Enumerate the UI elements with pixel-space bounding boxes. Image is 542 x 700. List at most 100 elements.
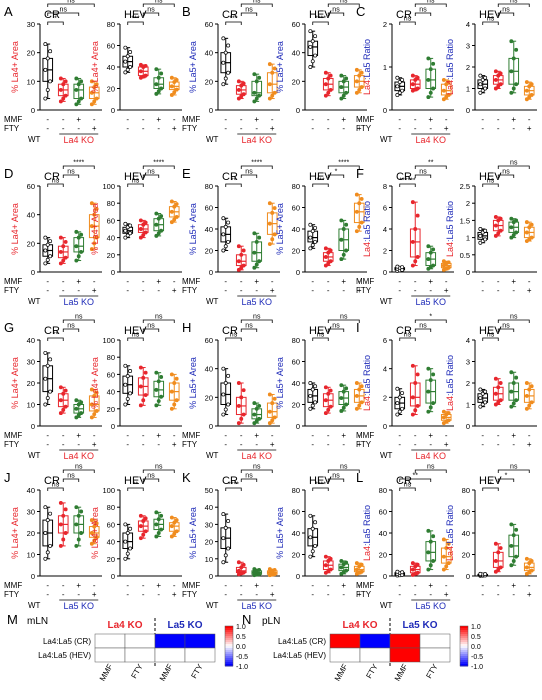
fty-sign: + xyxy=(527,124,532,133)
data-point xyxy=(344,248,349,253)
data-point xyxy=(257,403,262,408)
fty-sign: + xyxy=(92,124,97,133)
mmf-row-label: MMF xyxy=(4,277,22,286)
data-point xyxy=(141,233,146,237)
data-point xyxy=(241,412,246,417)
data-point xyxy=(359,400,364,405)
data-point xyxy=(410,82,415,87)
heatmap-cell xyxy=(94,633,126,649)
sig-bracket xyxy=(399,21,416,25)
mmf-sign: - xyxy=(224,431,227,440)
data-point xyxy=(138,69,143,74)
data-point xyxy=(431,86,436,91)
sig-label: ns xyxy=(60,7,68,14)
y-tick-label: 2 xyxy=(383,247,387,256)
data-point xyxy=(313,543,318,548)
heatmap-row-label: La4:La5 (CR) xyxy=(278,637,326,646)
data-point xyxy=(94,82,99,87)
mmf-sign: - xyxy=(240,115,243,124)
wt-label: WT xyxy=(28,297,41,306)
mmf-sign: + xyxy=(428,277,433,286)
data-point xyxy=(413,77,418,82)
fty-sign: + xyxy=(172,124,177,133)
data-point xyxy=(174,376,179,381)
fty-sign: - xyxy=(62,440,65,449)
condition-label: CR xyxy=(396,475,412,487)
mmf-sign: + xyxy=(254,115,259,124)
data-point xyxy=(272,415,277,420)
y-label-ko: La4 xyxy=(10,533,20,548)
data-point xyxy=(339,383,344,388)
y-tick-label: 0 xyxy=(296,572,300,581)
data-point xyxy=(270,237,275,242)
data-point xyxy=(254,79,259,84)
data-point xyxy=(323,554,328,559)
data-point xyxy=(172,402,177,407)
sig-label: * xyxy=(505,473,508,480)
y-tick-label: 0 xyxy=(466,572,470,581)
data-point xyxy=(431,534,436,539)
data-point xyxy=(310,549,315,554)
colorbar-tick-label: 0.5 xyxy=(471,634,481,641)
colorbar-tick-label: -0.5 xyxy=(236,654,248,661)
data-point xyxy=(493,541,498,546)
y-tick-label: 60 xyxy=(205,336,213,345)
mmf-row-label: MMF xyxy=(356,277,374,286)
mmf-sign: - xyxy=(126,581,129,590)
data-point xyxy=(63,388,68,393)
data-point xyxy=(529,568,534,573)
data-point xyxy=(43,556,48,561)
data-point xyxy=(498,71,503,76)
data-point xyxy=(267,201,272,206)
data-point xyxy=(524,97,529,102)
data-point xyxy=(441,88,446,93)
sig-label: ns xyxy=(253,464,261,471)
data-point xyxy=(511,86,516,91)
data-point xyxy=(400,406,405,411)
y-tick-label: 0 xyxy=(466,268,470,277)
y-label-ko: La4 xyxy=(90,229,100,244)
data-point xyxy=(496,567,501,572)
data-point xyxy=(514,82,519,87)
mmf-sign: - xyxy=(46,115,49,124)
fty-sign: + xyxy=(270,286,275,295)
fty-row-label: FTY xyxy=(356,124,372,133)
y-tick-label: 100 xyxy=(102,486,115,495)
data-point xyxy=(174,398,179,403)
data-point xyxy=(410,200,415,205)
y-tick-label: 1.5 xyxy=(460,216,470,225)
fty-sign: + xyxy=(172,590,177,599)
y-label-ko: La4 xyxy=(362,546,372,561)
data-point xyxy=(174,215,179,219)
mmf-sign: - xyxy=(445,277,448,286)
sig-bracket xyxy=(62,165,95,169)
y-axis-label: % La5+ Area xyxy=(188,357,198,409)
data-point xyxy=(61,513,66,518)
data-point xyxy=(272,572,277,577)
data-point xyxy=(415,255,420,259)
data-point xyxy=(141,222,146,227)
y-tick-label: 60 xyxy=(292,508,300,517)
data-point xyxy=(63,255,68,260)
y-tick-label: 30 xyxy=(27,358,35,367)
fty-sign: - xyxy=(224,440,227,449)
mmf-sign: + xyxy=(76,431,81,440)
data-point xyxy=(428,378,433,383)
mmf-sign: - xyxy=(271,277,274,286)
mmf-row-label: MMF xyxy=(356,115,374,124)
heatmap-title: mLN xyxy=(27,616,48,627)
data-point xyxy=(431,61,436,66)
group-label-la4: La4 KO xyxy=(342,620,377,631)
colorbar-tick-label: -1.0 xyxy=(471,664,483,671)
y-tick-label: 2 xyxy=(383,393,387,402)
wt-label: WT xyxy=(206,451,219,460)
colorbar-tick-label: 0.0 xyxy=(471,644,481,651)
data-point xyxy=(58,543,63,548)
data-point xyxy=(339,257,344,262)
data-point xyxy=(48,389,53,394)
data-point xyxy=(270,70,275,75)
data-point xyxy=(241,248,246,253)
